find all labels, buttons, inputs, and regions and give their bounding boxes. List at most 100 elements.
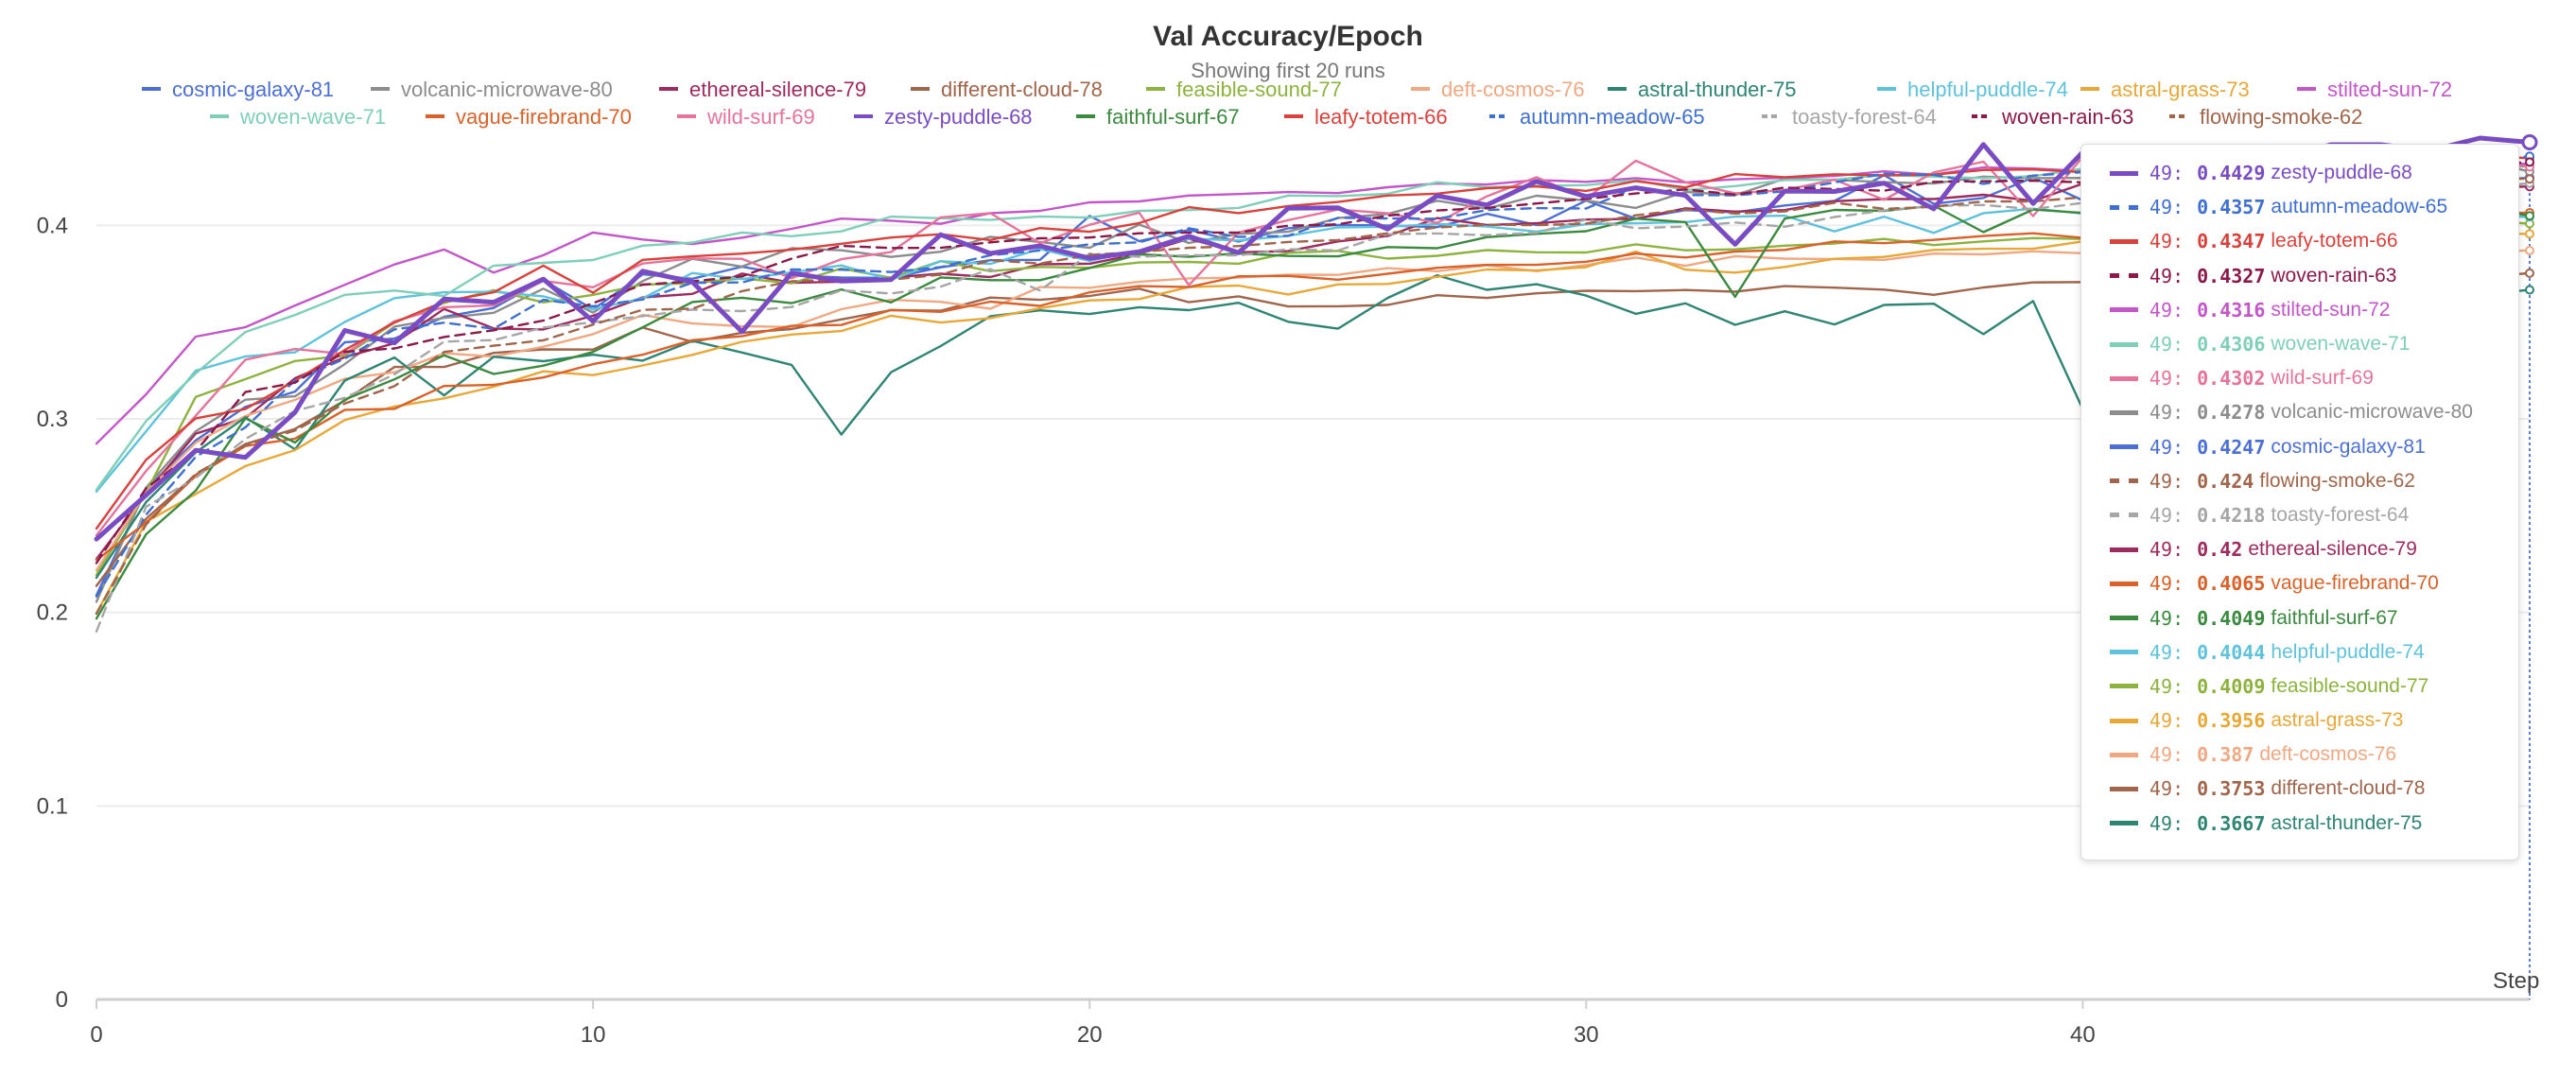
tooltip-run-name: cosmic-galaxy-81: [2271, 435, 2426, 458]
legend-label-different-cloud-78: different-cloud-78: [941, 78, 1103, 101]
tooltip-swatch: [2110, 581, 2138, 586]
tooltip-value: 0.4347: [2197, 230, 2266, 253]
tooltip-value: 0.4218: [2197, 503, 2266, 527]
legend-label-volcanic-microwave-80: volcanic-microwave-80: [401, 78, 613, 101]
tooltip-colon: :: [2172, 162, 2184, 185]
legend-label-feasible-sound-77: feasible-sound-77: [1176, 78, 1342, 101]
tooltip-swatch: [2110, 375, 2138, 381]
hover-point-zesty-puddle-68: [2521, 134, 2538, 151]
tooltip-swatch: [2110, 478, 2138, 484]
legend-label-deft-cosmos-76: deft-cosmos-76: [1441, 78, 1585, 101]
chart-title: Val Accuracy/Epoch: [1153, 21, 1423, 52]
legend-label-woven-wave-71: woven-wave-71: [239, 105, 386, 129]
legend-label-ethereal-silence-79: ethereal-silence-79: [689, 78, 866, 101]
y-tick-label: 0.1: [37, 793, 68, 819]
tooltip-swatch: [2110, 752, 2138, 757]
tooltip-colon: :: [2172, 709, 2184, 733]
tooltip-colon: :: [2172, 264, 2184, 287]
tooltip-run-name: volcanic-microwave-80: [2271, 401, 2473, 424]
tooltip-colon: :: [2172, 777, 2184, 801]
tooltip-run-name: astral-thunder-75: [2271, 811, 2423, 834]
legend-label-vague-firebrand-70: vague-firebrand-70: [456, 105, 632, 129]
tooltip-swatch: [2110, 786, 2138, 791]
tooltip-value: 0.4247: [2197, 435, 2266, 459]
tooltip-value: 0.4049: [2197, 606, 2266, 630]
tooltip-run-name: stilted-sun-72: [2271, 298, 2391, 321]
legend-label-stilted-sun-72: stilted-sun-72: [2327, 78, 2452, 101]
tooltip-value: 0.4327: [2197, 264, 2266, 287]
x-tick-label: 20: [1077, 1022, 1103, 1048]
tooltip-run-name: autumn-meadow-65: [2271, 196, 2448, 218]
tooltip-swatch: [2110, 512, 2138, 518]
tooltip-value: 0.4044: [2197, 640, 2266, 664]
tooltip-row-flowing-smoke-62: 49:0.424 flowing-smoke-62: [2110, 464, 2518, 498]
tooltip-run-name: woven-rain-63: [2271, 264, 2397, 287]
hover-point-faithful-surf-67: [2525, 211, 2534, 221]
tooltip-row-cosmic-galaxy-81: 49:0.4247 cosmic-galaxy-81: [2110, 430, 2518, 464]
tooltip-value: 0.3753: [2197, 777, 2266, 801]
x-tick-label: 30: [1574, 1022, 1599, 1048]
tooltip-step: 49: [2150, 367, 2173, 391]
tooltip-swatch: [2110, 444, 2138, 450]
tooltip-run-name: ethereal-silence-79: [2248, 538, 2417, 561]
tooltip-row-vague-firebrand-70: 49:0.4065 vague-firebrand-70: [2110, 566, 2518, 600]
tooltip-colon: :: [2172, 674, 2184, 698]
tooltip-value: 0.4302: [2197, 367, 2266, 391]
tooltip-colon: :: [2172, 230, 2184, 253]
hover-point-different-cloud-78: [2525, 268, 2534, 278]
tooltip-colon: :: [2172, 538, 2184, 562]
legend-label-leafy-totem-66: leafy-totem-66: [1314, 105, 1448, 129]
tooltip-step: 49: [2150, 811, 2173, 835]
legend-label-toasty-forest-64: toasty-forest-64: [1792, 105, 1937, 129]
tooltip-step: 49: [2150, 709, 2173, 733]
tooltip-value: 0.4429: [2197, 162, 2266, 185]
tooltip-row-different-cloud-78: 49:0.3753 different-cloud-78: [2110, 772, 2518, 806]
tooltip-run-name: faithful-surf-67: [2271, 606, 2398, 629]
tooltip-value: 0.4357: [2197, 196, 2266, 219]
tooltip-step: 49: [2150, 435, 2173, 459]
tooltip-row-ethereal-silence-79: 49:0.42 ethereal-silence-79: [2110, 532, 2518, 566]
tooltip-row-autumn-meadow-65: 49:0.4357 autumn-meadow-65: [2110, 190, 2518, 224]
tooltip-step: 49: [2150, 743, 2173, 767]
tooltip-row-volcanic-microwave-80: 49:0.4278 volcanic-microwave-80: [2110, 395, 2518, 429]
tooltip-step: 49: [2150, 401, 2173, 425]
tooltip-row-zesty-puddle-68: 49:0.4429 zesty-puddle-68: [2110, 156, 2518, 190]
legend-label-wild-surf-69: wild-surf-69: [706, 105, 815, 129]
tooltip-colon: :: [2172, 572, 2184, 596]
tooltip-colon: :: [2172, 196, 2184, 219]
tooltip-step: 49: [2150, 640, 2173, 664]
tooltip-step: 49: [2150, 298, 2173, 321]
tooltip-row-woven-wave-71: 49:0.4306 woven-wave-71: [2110, 327, 2518, 361]
y-tick-label: 0: [56, 987, 68, 1013]
tooltip-value: 0.4065: [2197, 572, 2266, 596]
tooltip-swatch: [2110, 821, 2138, 826]
hover-point-astral-grass-73: [2525, 229, 2534, 239]
tooltip-run-name: different-cloud-78: [2271, 777, 2426, 800]
tooltip-colon: :: [2172, 333, 2184, 356]
tooltip-swatch: [2110, 273, 2138, 279]
tooltip-run-name: feasible-sound-77: [2271, 674, 2429, 697]
tooltip-run-name: wild-surf-69: [2271, 367, 2374, 390]
hover-point-flowing-smoke-62: [2525, 174, 2534, 184]
tooltip-step: 49: [2150, 264, 2173, 287]
tooltip-row-stilted-sun-72: 49:0.4316 stilted-sun-72: [2110, 293, 2518, 327]
tooltip-step: 49: [2150, 538, 2173, 562]
tooltip-value: 0.3956: [2197, 709, 2266, 733]
x-tick-label: 40: [2070, 1022, 2096, 1048]
tooltip-value: 0.42: [2197, 538, 2243, 562]
tooltip-colon: :: [2172, 640, 2184, 664]
legend-label-zesty-puddle-68: zesty-puddle-68: [884, 105, 1033, 129]
tooltip-row-wild-surf-69: 49:0.4302 wild-surf-69: [2110, 361, 2518, 395]
tooltip-step: 49: [2150, 162, 2173, 185]
tooltip-step: 49: [2150, 333, 2173, 356]
tooltip-row-woven-rain-63: 49:0.4327 woven-rain-63: [2110, 259, 2518, 293]
hover-tooltip: 49:0.4429 zesty-puddle-68 49:0.4357 autumn-…: [2080, 144, 2519, 860]
tooltip-step: 49: [2150, 606, 2173, 630]
tooltip-value: 0.4009: [2197, 674, 2266, 698]
tooltip-row-toasty-forest-64: 49:0.4218 toasty-forest-64: [2110, 498, 2518, 532]
tooltip-step: 49: [2150, 572, 2173, 596]
x-tick-label: 0: [90, 1022, 102, 1048]
tooltip-colon: :: [2172, 606, 2184, 630]
legend-label-flowing-smoke-62: flowing-smoke-62: [2200, 105, 2362, 129]
